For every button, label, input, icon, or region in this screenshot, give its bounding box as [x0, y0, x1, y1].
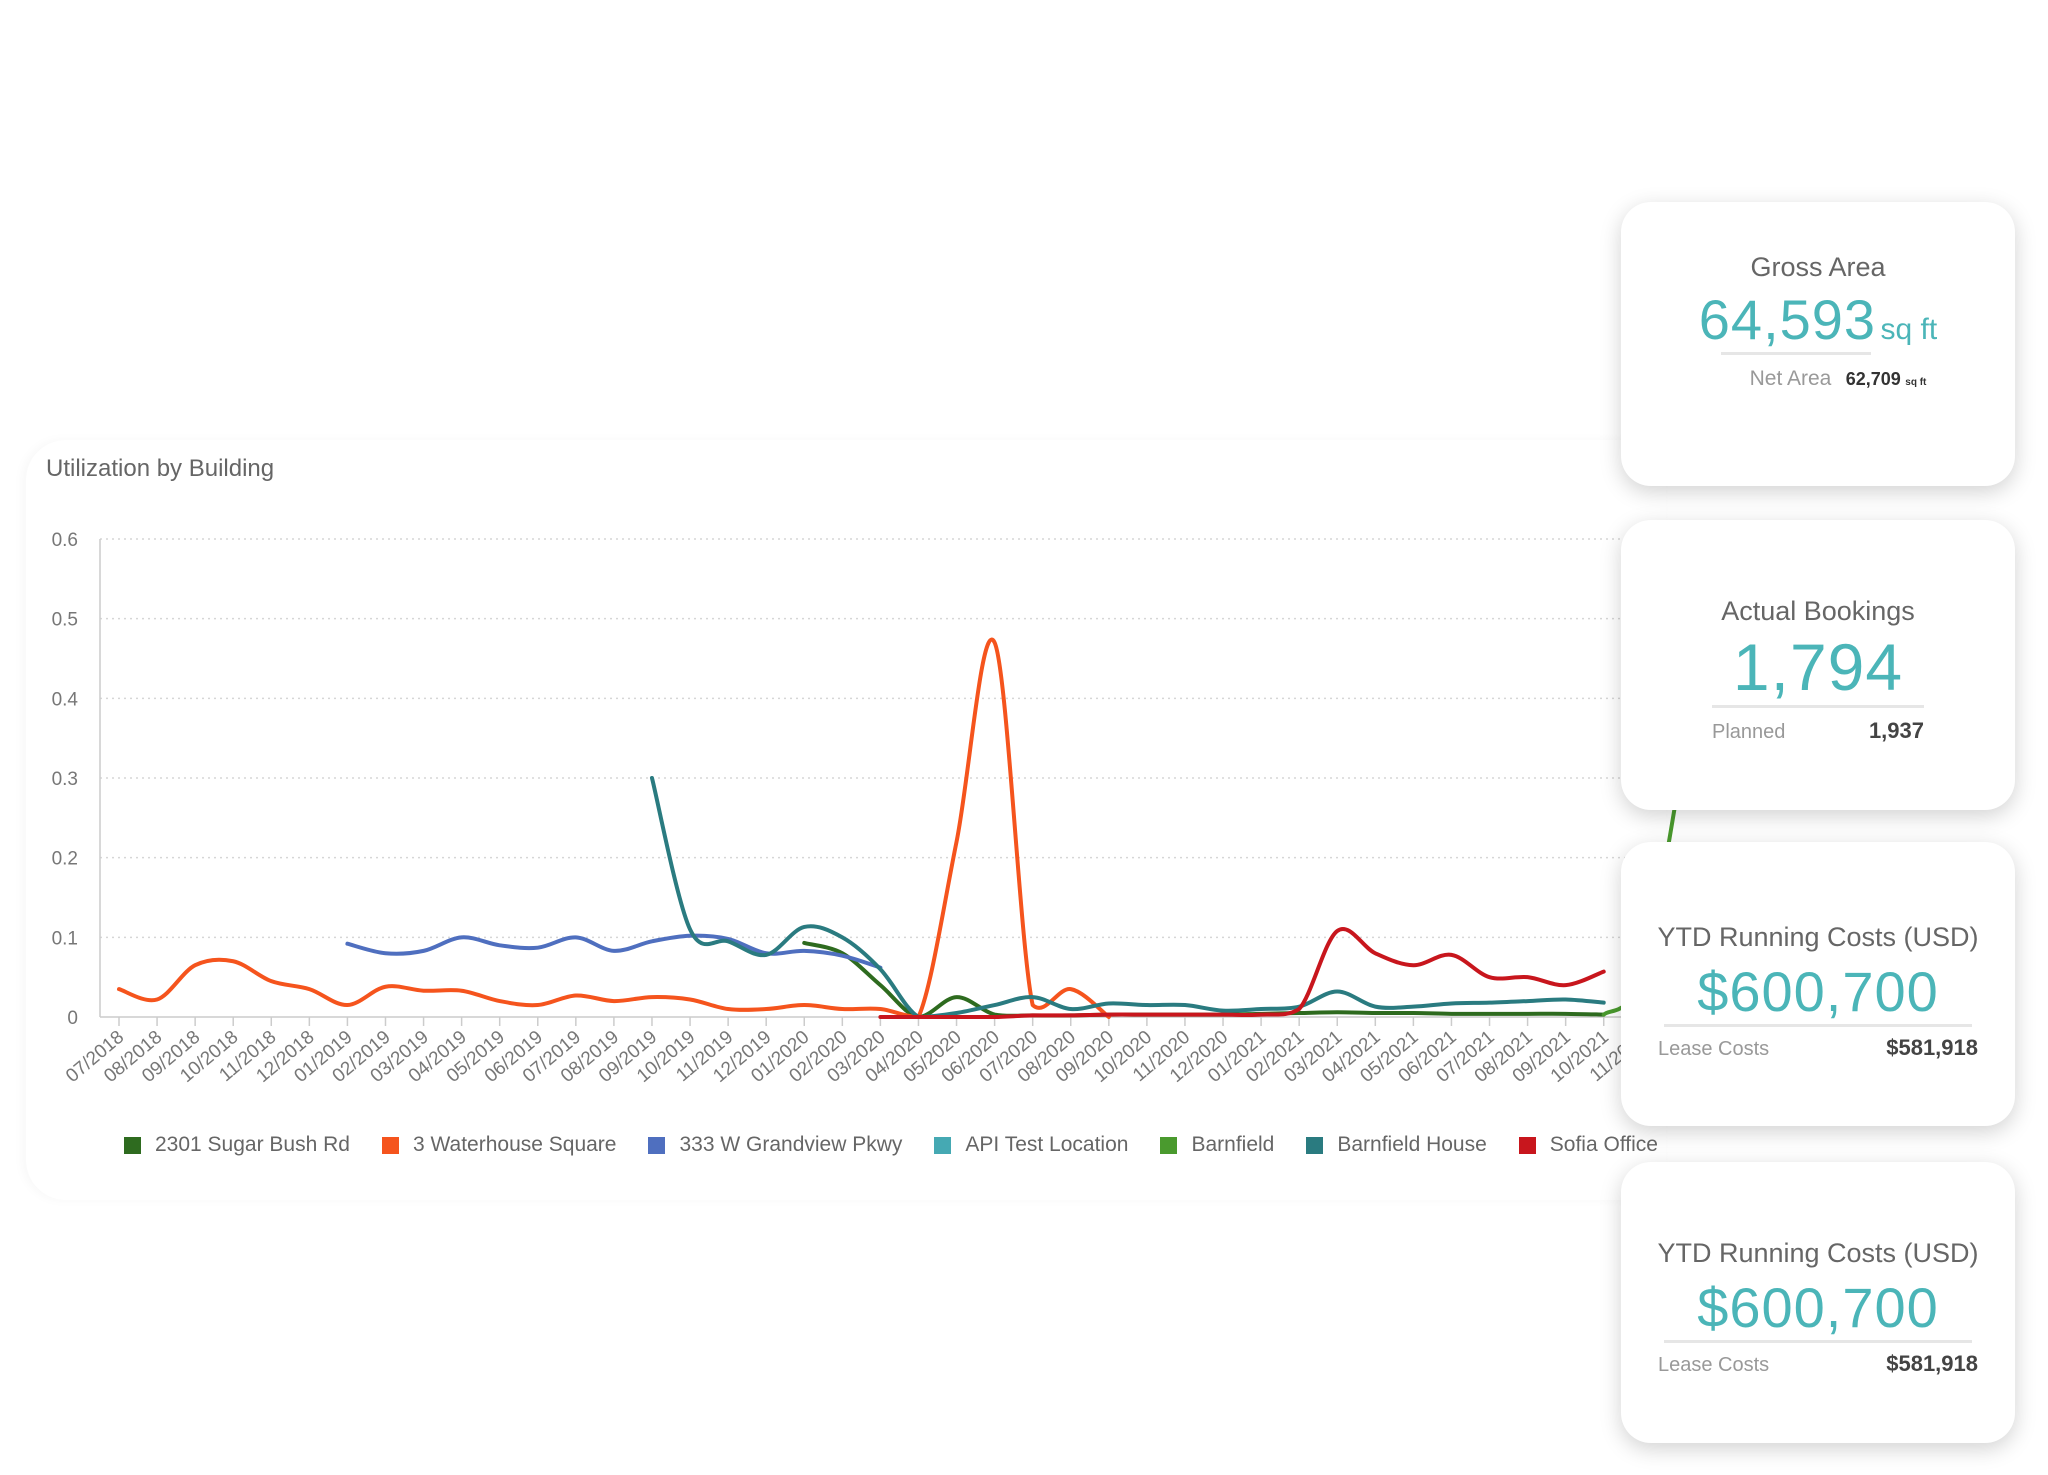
running-costs-label: YTD Running Costs (USD)	[1657, 1238, 1979, 1268]
legend-item[interactable]: Barnfield House	[1306, 1133, 1487, 1157]
legend-swatch	[1306, 1136, 1324, 1154]
y-tick-label: 0.5	[52, 610, 78, 631]
legend-label: 2301 Sugar Bush Rd	[155, 1133, 350, 1156]
lease-costs-value: $581,918	[1886, 1035, 1978, 1060]
legend-swatch	[1160, 1136, 1178, 1154]
legend-label: 3 Waterhouse Square	[412, 1133, 617, 1156]
lease-costs-label: Lease Costs	[1658, 1354, 1770, 1376]
divider	[1664, 1340, 1972, 1343]
planned-label: Planned	[1712, 721, 1786, 743]
legend-label: Barnfield	[1191, 1133, 1275, 1156]
chart-title: Utilization by Building	[46, 455, 275, 482]
legend-item[interactable]: 2301 Sugar Bush Rd	[124, 1133, 350, 1157]
legend-item[interactable]: Barnfield	[1160, 1133, 1274, 1157]
y-tick-label: 0.1	[52, 928, 78, 949]
series-line-sofia-office	[878, 927, 1606, 1020]
y-tick-label: 0.2	[52, 849, 78, 870]
chart-panel	[26, 440, 1666, 1200]
legend-label: Barnfield House	[1337, 1133, 1487, 1156]
legend-item[interactable]: API Test Location	[934, 1133, 1128, 1157]
running-costs-value: $600,700	[1697, 960, 1939, 1023]
series-line-3-waterhouse-square	[117, 637, 1111, 1019]
divider	[1721, 352, 1871, 355]
legend-item[interactable]: 333 W Grandview Pkwy	[648, 1133, 902, 1157]
planned-value: 1,937	[1868, 718, 1924, 743]
gross-area-value: 64,593	[1698, 288, 1877, 351]
net-area-label: Net Area	[1749, 367, 1832, 390]
gross-area-unit: sq ft	[1880, 313, 1938, 346]
bookings-label: Actual Bookings	[1721, 596, 1915, 626]
y-tick-label: 0.4	[52, 689, 79, 710]
gross-area-card: Gross Area 64,593 sq ft Net Area 62,709 …	[1621, 202, 2015, 486]
legend-swatch	[934, 1136, 952, 1154]
y-tick-label: 0	[67, 1008, 78, 1029]
legend-label: API Test Location	[965, 1133, 1129, 1156]
legend-swatch	[381, 1136, 399, 1154]
running-costs-label: YTD Running Costs (USD)	[1657, 922, 1979, 952]
running-costs-value: $600,700	[1697, 1276, 1939, 1339]
net-area-unit: sq ft	[1905, 377, 1927, 388]
bookings-value: 1,794	[1732, 630, 1904, 704]
running-costs-card-2: YTD Running Costs (USD) $600,700 Lease C…	[1621, 1162, 2015, 1443]
series-line-barnfield-house	[649, 776, 1606, 1019]
net-area-value: 62,709	[1845, 369, 1901, 389]
y-tick-label: 0.3	[52, 769, 78, 790]
legend-swatch	[648, 1136, 666, 1154]
legend-label: Sofia Office	[1549, 1133, 1658, 1156]
legend-label: 333 W Grandview Pkwy	[679, 1133, 903, 1156]
legend-item[interactable]: Sofia Office	[1518, 1133, 1658, 1157]
y-tick-label: 0.6	[52, 530, 78, 551]
bookings-card: Actual Bookings 1,794 Planned 1,937	[1621, 520, 2015, 810]
chart-legend: 2301 Sugar Bush Rd 3 Waterhouse Square 333…	[124, 1133, 1690, 1157]
running-costs-card: YTD Running Costs (USD) $600,700 Lease C…	[1621, 842, 2015, 1126]
legend-swatch	[1518, 1136, 1536, 1154]
lease-costs-value: $581,918	[1886, 1351, 1978, 1376]
divider	[1664, 1024, 1972, 1027]
divider	[1712, 705, 1924, 708]
legend-item[interactable]: 3 Waterhouse Square	[381, 1133, 617, 1157]
legend-swatch	[124, 1136, 141, 1154]
series-line-333-w-grandview-pkwy	[345, 933, 883, 970]
gross-area-label: Gross Area	[1750, 252, 1886, 282]
lease-costs-label: Lease Costs	[1658, 1038, 1770, 1060]
